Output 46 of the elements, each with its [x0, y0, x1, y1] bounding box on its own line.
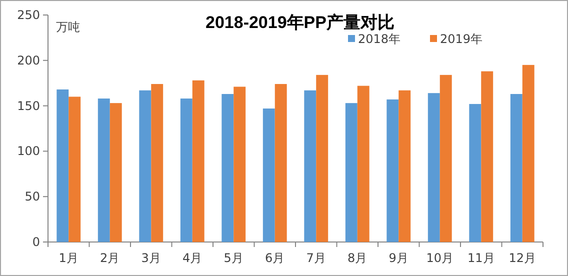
x-tick-label: 1月: [58, 251, 78, 265]
bar: [345, 103, 358, 242]
bar: [469, 104, 482, 242]
y-tick-label: 250: [17, 8, 40, 22]
bar: [180, 98, 192, 242]
bar: [234, 86, 246, 242]
bar: [222, 94, 234, 242]
bar: [192, 80, 204, 242]
x-tick-label: 2月: [100, 251, 120, 265]
bar: [386, 99, 399, 242]
bar: [262, 108, 275, 242]
bar: [398, 90, 411, 242]
bar: [440, 74, 452, 242]
x-tick-label: 3月: [141, 251, 161, 265]
x-tick-label: 4月: [182, 251, 202, 265]
x-tick-label: 6月: [265, 251, 285, 265]
y-tick-label: 0: [32, 235, 40, 249]
y-tick-label: 150: [17, 98, 40, 113]
legend-label: 2018年: [358, 32, 401, 46]
bar: [316, 74, 328, 242]
bar: [274, 84, 287, 242]
bar: [522, 64, 534, 242]
bar: [428, 93, 440, 242]
bar: [304, 90, 316, 242]
chart-title: 2018-2019年PP产量对比: [206, 13, 394, 32]
bar: [98, 98, 110, 242]
bar: [68, 96, 81, 242]
x-tick-label: 8月: [348, 251, 368, 265]
bar: [56, 89, 69, 242]
bar: [481, 71, 494, 242]
bar: [110, 103, 122, 242]
x-tick-label: 11月: [467, 251, 495, 265]
x-tick-label: 12月: [508, 251, 536, 265]
legend-label: 2019年: [440, 32, 483, 46]
bar: [510, 94, 522, 242]
bar: [139, 90, 152, 242]
bar: [357, 86, 370, 242]
x-tick-label: 10月: [426, 251, 454, 265]
y-axis-title: 万吨: [56, 20, 80, 34]
bar: [151, 84, 164, 242]
x-tick-label: 7月: [306, 251, 326, 265]
y-tick-label: 200: [17, 53, 40, 68]
y-tick-label: 100: [17, 144, 40, 158]
x-tick-label: 9月: [388, 251, 408, 265]
x-tick-label: 5月: [224, 251, 244, 265]
y-tick-label: 50: [24, 190, 40, 204]
